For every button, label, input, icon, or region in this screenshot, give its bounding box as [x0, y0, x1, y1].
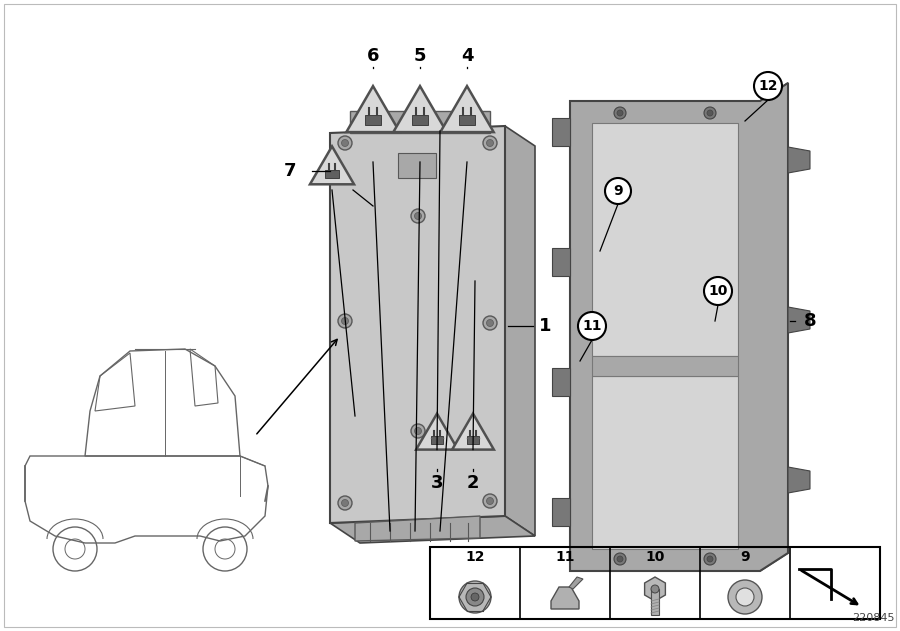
Polygon shape [330, 516, 535, 543]
Polygon shape [570, 83, 788, 571]
Circle shape [487, 139, 493, 146]
Circle shape [487, 319, 493, 326]
Text: 6: 6 [367, 47, 379, 65]
Polygon shape [355, 516, 480, 541]
Text: 2: 2 [467, 474, 479, 492]
Circle shape [707, 556, 713, 562]
Polygon shape [440, 86, 494, 132]
Bar [651, 589, 659, 615]
Polygon shape [411, 115, 428, 125]
Circle shape [341, 317, 348, 324]
Text: 10: 10 [708, 284, 728, 298]
Circle shape [605, 178, 631, 204]
Circle shape [338, 136, 352, 150]
Bar [430, 547, 880, 619]
Circle shape [704, 107, 716, 119]
Polygon shape [552, 368, 570, 396]
Polygon shape [552, 498, 570, 526]
Text: 8: 8 [804, 312, 816, 330]
Circle shape [459, 581, 491, 613]
Text: 11: 11 [555, 550, 575, 564]
Circle shape [338, 496, 352, 510]
Text: 9: 9 [613, 184, 623, 198]
Polygon shape [459, 115, 475, 125]
Polygon shape [430, 436, 444, 444]
Circle shape [415, 427, 421, 435]
Polygon shape [416, 413, 458, 450]
Polygon shape [364, 115, 382, 125]
Circle shape [617, 110, 623, 116]
Circle shape [704, 277, 732, 305]
Polygon shape [551, 587, 579, 609]
Text: 7: 7 [284, 162, 296, 180]
Circle shape [415, 213, 421, 220]
Text: 5: 5 [414, 47, 427, 65]
Polygon shape [452, 413, 494, 450]
Polygon shape [346, 86, 400, 132]
Text: 11: 11 [582, 319, 602, 333]
Polygon shape [505, 126, 535, 536]
Circle shape [483, 316, 497, 330]
Polygon shape [788, 147, 810, 173]
Polygon shape [592, 123, 738, 356]
Circle shape [341, 139, 348, 146]
Circle shape [617, 556, 623, 562]
Text: 9: 9 [740, 550, 750, 564]
Polygon shape [592, 376, 738, 549]
Bar [592, 356, 738, 376]
Polygon shape [552, 118, 570, 146]
Text: 3: 3 [431, 474, 443, 492]
Circle shape [707, 110, 713, 116]
Polygon shape [350, 111, 490, 133]
Polygon shape [552, 248, 570, 276]
Polygon shape [466, 436, 480, 444]
Polygon shape [760, 83, 788, 571]
Circle shape [736, 588, 754, 606]
Polygon shape [310, 146, 354, 184]
Text: 12: 12 [465, 550, 485, 564]
Circle shape [338, 314, 352, 328]
Circle shape [483, 494, 497, 508]
Bar [398, 153, 436, 178]
Circle shape [341, 500, 348, 507]
Circle shape [754, 72, 782, 100]
Text: 4: 4 [461, 47, 473, 65]
Polygon shape [325, 170, 338, 179]
Text: 220845: 220845 [852, 613, 895, 623]
Text: 12: 12 [758, 79, 778, 93]
Circle shape [614, 107, 626, 119]
Circle shape [578, 312, 606, 340]
Circle shape [704, 553, 716, 565]
Polygon shape [393, 86, 446, 132]
Polygon shape [788, 467, 810, 493]
Circle shape [728, 580, 762, 614]
Text: 10: 10 [645, 550, 665, 564]
Text: 1: 1 [539, 317, 551, 335]
Polygon shape [644, 577, 665, 601]
Circle shape [483, 136, 497, 150]
Circle shape [466, 588, 484, 606]
Circle shape [411, 424, 425, 438]
Polygon shape [569, 577, 583, 589]
Circle shape [471, 593, 479, 601]
Circle shape [411, 209, 425, 223]
Polygon shape [330, 126, 505, 523]
Polygon shape [788, 307, 810, 333]
Circle shape [651, 585, 659, 593]
Circle shape [487, 497, 493, 505]
Circle shape [614, 553, 626, 565]
